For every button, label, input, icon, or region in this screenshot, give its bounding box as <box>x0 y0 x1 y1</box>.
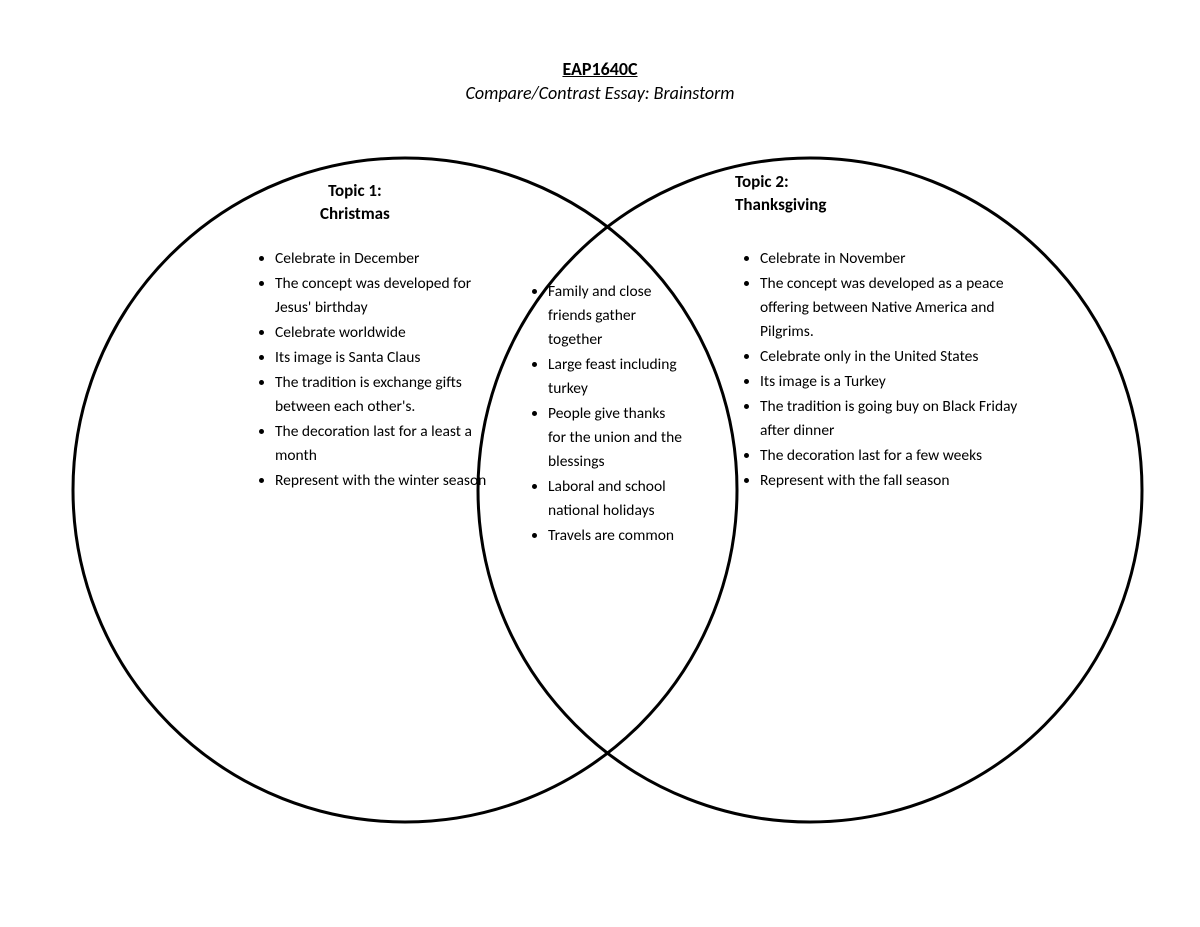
topic1-label-line2: Christmas <box>320 203 390 224</box>
topic1-item: The concept was developed for Jesus' bir… <box>275 272 490 320</box>
topic1-heading: Topic 1: Christmas <box>320 180 390 226</box>
intersection-item: People give thanks for the union and the… <box>548 402 683 474</box>
topic1-item: Represent with the winter season <box>275 469 490 493</box>
topic1-item: Celebrate in December <box>275 247 490 271</box>
topic1-item: The decoration last for a least a month <box>275 420 490 468</box>
intersection-item: Laboral and school national holidays <box>548 475 683 523</box>
topic2-heading: Topic 2: Thanksgiving <box>735 171 827 217</box>
topic1-label-line1: Topic 1: <box>328 180 382 201</box>
topic1-item: Its image is Santa Claus <box>275 346 490 370</box>
topic1-item: The tradition is exchange gifts between … <box>275 371 490 419</box>
topic2-item: The concept was developed as a peace off… <box>760 272 1040 344</box>
topic1-list: Celebrate in DecemberThe concept was dev… <box>255 247 490 494</box>
topic2-item: Its image is a Turkey <box>760 370 1040 394</box>
topic2-item: Represent with the fall season <box>760 469 1040 493</box>
topic2-item: Celebrate only in the United States <box>760 345 1040 369</box>
intersection-item: Family and close friends gather together <box>548 280 683 352</box>
topic2-list: Celebrate in NovemberThe concept was dev… <box>740 247 1040 494</box>
topic2-label-line2: Thanksgiving <box>735 194 827 215</box>
document-subtitle: Compare/Contrast Essay: Brainstorm <box>0 82 1200 104</box>
venn-diagram: Topic 1: Christmas Topic 2: Thanksgiving… <box>0 145 1200 865</box>
intersection-item: Travels are common <box>548 524 683 548</box>
topic2-item: Celebrate in November <box>760 247 1040 271</box>
topic1-item: Celebrate worldwide <box>275 321 490 345</box>
intersection-item: Large feast including turkey <box>548 353 683 401</box>
topic2-label-line1: Topic 2: <box>735 171 789 192</box>
topic2-item: The tradition is going buy on Black Frid… <box>760 395 1040 443</box>
course-code: EAP1640C <box>0 58 1200 80</box>
topic2-item: The decoration last for a few weeks <box>760 444 1040 468</box>
document-header: EAP1640C Compare/Contrast Essay: Brainst… <box>0 0 1200 104</box>
intersection-list: Family and close friends gather together… <box>528 280 683 549</box>
